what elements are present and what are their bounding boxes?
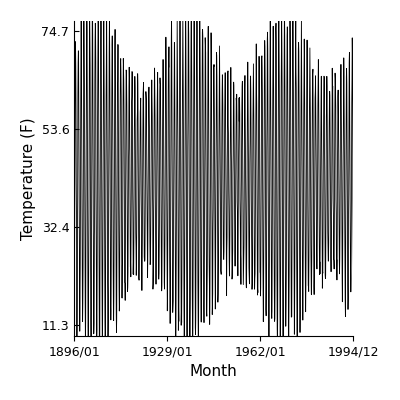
Y-axis label: Temperature (F): Temperature (F) (21, 117, 36, 240)
X-axis label: Month: Month (190, 364, 238, 379)
